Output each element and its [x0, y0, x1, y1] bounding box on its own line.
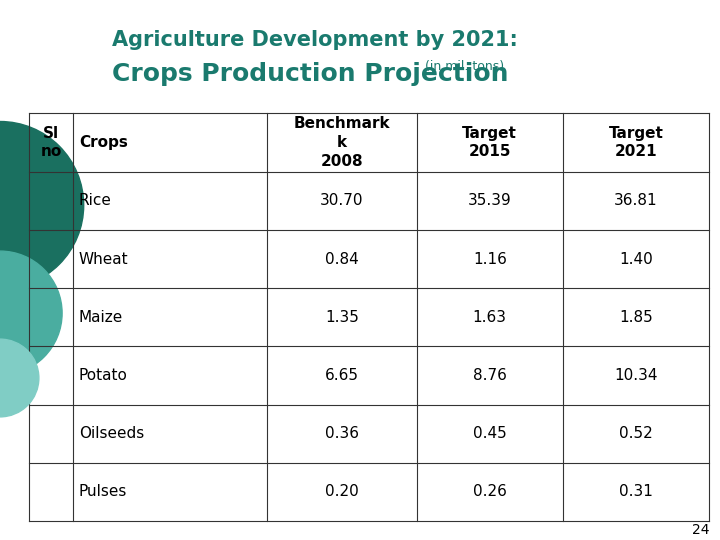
Text: Potato: Potato: [78, 368, 127, 383]
Text: Rice: Rice: [78, 193, 112, 208]
Text: (in mil. tons): (in mil. tons): [425, 60, 504, 73]
Text: 0.20: 0.20: [325, 484, 359, 500]
Text: 1.85: 1.85: [619, 310, 653, 325]
Text: Target
2015: Target 2015: [462, 126, 517, 159]
Text: 1.35: 1.35: [325, 310, 359, 325]
Text: 8.76: 8.76: [473, 368, 507, 383]
Text: Target
2021: Target 2021: [608, 126, 664, 159]
Text: 30.70: 30.70: [320, 193, 364, 208]
Text: Pulses: Pulses: [78, 484, 127, 500]
Text: 0.84: 0.84: [325, 252, 359, 267]
Text: 10.34: 10.34: [614, 368, 658, 383]
Text: Wheat: Wheat: [78, 252, 128, 267]
Ellipse shape: [0, 122, 84, 289]
Text: 1.16: 1.16: [473, 252, 507, 267]
Text: 0.36: 0.36: [325, 426, 359, 441]
Text: Crops: Crops: [78, 135, 127, 150]
Text: Benchmark
k
2008: Benchmark k 2008: [294, 117, 390, 168]
Text: 36.81: 36.81: [614, 193, 658, 208]
Text: 24: 24: [692, 523, 709, 537]
Text: 0.52: 0.52: [619, 426, 653, 441]
Text: Crops Production Projection: Crops Production Projection: [112, 62, 508, 86]
Ellipse shape: [0, 251, 62, 375]
Text: Maize: Maize: [78, 310, 123, 325]
Text: 6.65: 6.65: [325, 368, 359, 383]
Ellipse shape: [0, 339, 39, 417]
Text: Sl
no: Sl no: [40, 126, 61, 159]
Text: 1.40: 1.40: [619, 252, 653, 267]
Text: 35.39: 35.39: [468, 193, 512, 208]
Text: 0.31: 0.31: [619, 484, 653, 500]
Text: 0.26: 0.26: [473, 484, 507, 500]
Text: 1.63: 1.63: [473, 310, 507, 325]
Text: Oilseeds: Oilseeds: [78, 426, 144, 441]
Text: 0.45: 0.45: [473, 426, 507, 441]
Text: Agriculture Development by 2021:: Agriculture Development by 2021:: [112, 30, 518, 50]
